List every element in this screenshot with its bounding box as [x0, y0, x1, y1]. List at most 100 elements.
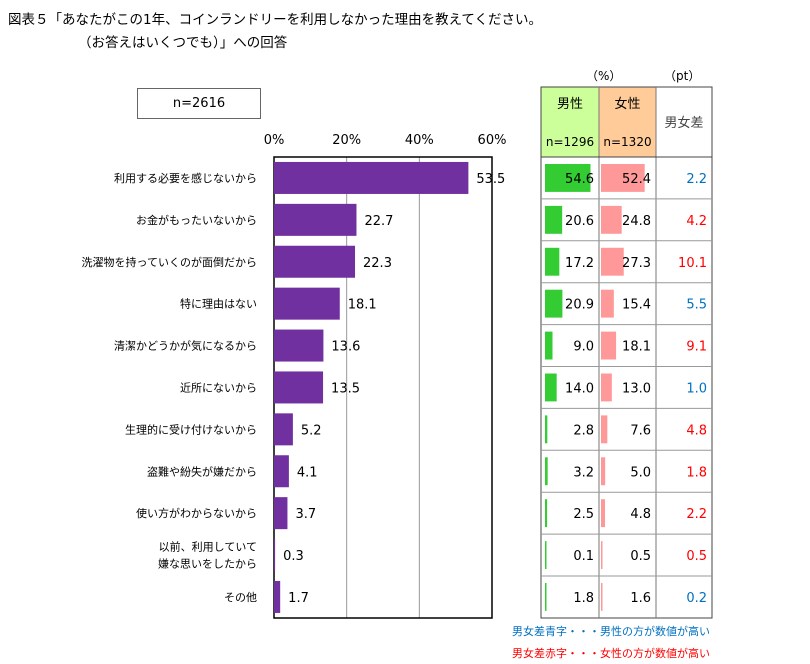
female-data-bar: [601, 583, 603, 611]
category-label: 清潔かどうかが気になるから: [114, 339, 257, 353]
sample-size-box: n=2616: [137, 88, 261, 119]
table-frame: [540, 86, 713, 619]
female-header: 女性: [614, 96, 640, 112]
diff-value: 2.2: [686, 507, 707, 522]
male-value: 20.9: [565, 298, 594, 313]
bar: [274, 161, 469, 194]
male-header: 男性: [557, 97, 583, 112]
diff-value: 4.8: [686, 423, 707, 438]
female-value: 15.4: [622, 298, 651, 313]
chart-title-line1: 図表５「あなたがこの1年、コインランドリーを利用しなかった理由を教えてください。: [8, 12, 543, 28]
category-label: 使い方がわからないから: [136, 506, 257, 520]
male-value: 3.2: [573, 465, 594, 480]
female-value: 18.1: [622, 340, 651, 355]
bar-value-label: 22.7: [364, 214, 393, 229]
female-value: 4.8: [630, 507, 651, 522]
male-header-cell: [541, 87, 599, 157]
category-label: その他: [224, 591, 257, 604]
legend-blue: 男女差青字・・・男性の方が数値が高い: [512, 623, 710, 639]
bar-value-label: 13.6: [331, 340, 360, 355]
bar-value-label: 1.7: [288, 591, 309, 606]
male-data-bar: [545, 373, 557, 402]
male-data-bar: [545, 289, 563, 318]
female-data-bar: [601, 289, 614, 318]
x-tick-label: 60%: [478, 133, 507, 148]
bar: [274, 539, 276, 572]
category-label: 利用する必要を感じないから: [114, 172, 257, 185]
female-value: 24.8: [622, 214, 651, 229]
bar: [274, 329, 324, 362]
legend-red: 男女差赤字・・・女性の方が数値が高い: [512, 645, 710, 661]
male-value: 20.6: [565, 214, 594, 229]
bar: [274, 245, 356, 278]
bar: [274, 371, 324, 404]
male-data-bar: [545, 331, 553, 360]
female-value: 52.4: [622, 172, 651, 187]
male-value: 1.8: [573, 591, 594, 606]
x-tick-label: 20%: [332, 133, 361, 148]
bar-value-label: 22.3: [363, 256, 392, 271]
female-header-cell: [599, 87, 656, 157]
male-data-bar: [545, 499, 548, 528]
bar-value-label: 0.3: [283, 549, 304, 564]
male-data-bar: [545, 583, 547, 611]
legend-red-text: 男女差赤字・・・女性の方が数値が高い: [512, 647, 710, 660]
male-data-bar: [545, 415, 548, 444]
bar: [274, 203, 357, 236]
category-label: 特に理由はない: [180, 297, 257, 311]
legend-blue-text: 男女差青字・・・男性の方が数値が高い: [512, 625, 710, 638]
diff-value: 1.8: [686, 465, 707, 480]
male-value: 2.5: [573, 507, 594, 522]
male-value: 54.6: [565, 172, 594, 187]
female-value: 27.3: [622, 256, 651, 271]
female-data-bar: [601, 205, 622, 234]
female-data-bar: [601, 331, 617, 360]
male-data-bar: [545, 164, 591, 192]
male-n: n=1296: [546, 135, 594, 149]
bar: [274, 413, 293, 446]
category-label: 生理的に受け付けないから: [125, 422, 257, 436]
female-value: 7.6: [630, 423, 651, 438]
bar-value-label: 13.5: [331, 381, 360, 396]
category-label: 以前、利用していて: [159, 540, 257, 554]
bar: [274, 287, 340, 320]
bar-value-label: 5.2: [301, 423, 322, 438]
table-unit-pct: （%）: [586, 69, 622, 83]
bar: [274, 580, 281, 613]
x-tick-label: 40%: [405, 133, 434, 148]
female-data-bar: [601, 247, 624, 276]
diff-value: 0.2: [686, 591, 707, 606]
diff-value: 1.0: [686, 381, 707, 396]
female-data-bar: [601, 415, 608, 444]
diff-value: 9.1: [686, 340, 707, 355]
male-value: 14.0: [565, 381, 594, 396]
category-label: 近所にないから: [180, 381, 257, 394]
male-value: 0.1: [573, 549, 594, 564]
bar-value-label: 4.1: [297, 465, 318, 480]
diff-value: 5.5: [686, 298, 707, 313]
bar-value-label: 53.5: [476, 172, 505, 187]
bar-value-label: 3.7: [295, 507, 316, 522]
female-data-bar: [601, 541, 603, 569]
category-label: 盗難や紛失が嫌だから: [147, 464, 257, 478]
category-label: 洗濯物を持っていくのが面倒だから: [82, 255, 257, 269]
category-label: 嫌な思いをしたから: [158, 557, 257, 571]
male-data-bar: [545, 247, 560, 276]
female-n: n=1320: [603, 135, 651, 149]
female-value: 0.5: [630, 549, 651, 564]
diff-value: 4.2: [686, 214, 707, 229]
category-label: お金がもったいないから: [136, 213, 257, 227]
bar-value-label: 18.1: [348, 298, 377, 313]
diff-value: 2.2: [686, 172, 707, 187]
table-unit-pt: （pt）: [664, 69, 701, 83]
male-value: 17.2: [565, 256, 594, 271]
diff-value: 10.1: [678, 256, 707, 271]
female-data-bar: [601, 457, 606, 486]
female-value: 1.6: [630, 591, 651, 606]
female-data-bar: [601, 164, 645, 192]
bar: [274, 497, 288, 530]
bar: [274, 455, 289, 488]
chart-title-line2: （お答えはいくつでも）」への回答: [78, 35, 288, 51]
female-value: 5.0: [630, 465, 651, 480]
